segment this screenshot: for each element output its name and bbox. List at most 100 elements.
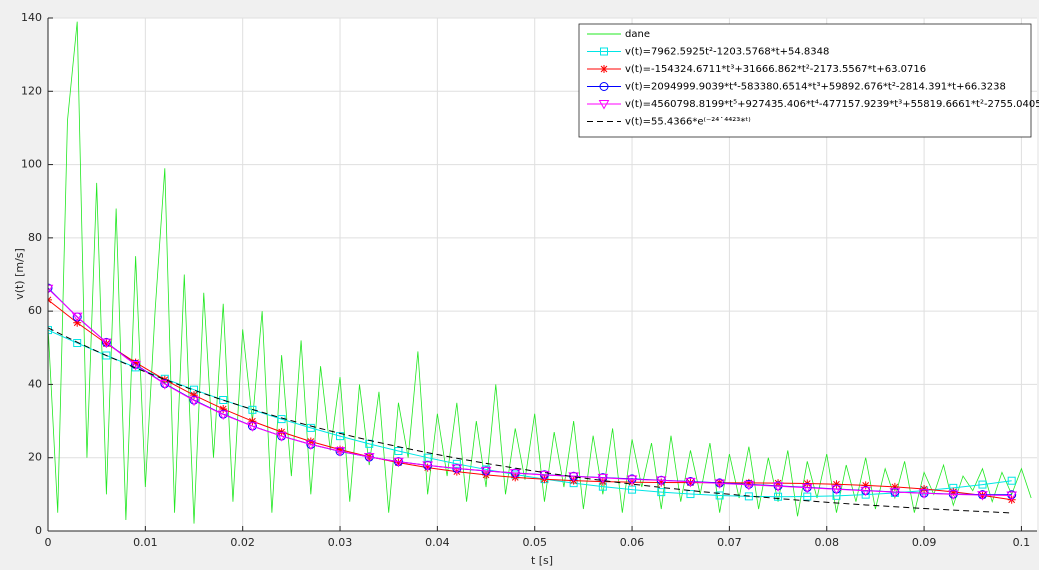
marker bbox=[480, 466, 492, 477]
series-line bbox=[48, 327, 1012, 514]
marker bbox=[190, 391, 199, 400]
x-tick-label: 0.01 bbox=[133, 536, 158, 549]
x-tick-label: 0.02 bbox=[230, 536, 255, 549]
marker bbox=[597, 473, 609, 484]
marker bbox=[774, 492, 783, 501]
marker bbox=[131, 358, 140, 367]
marker bbox=[832, 480, 841, 489]
marker bbox=[685, 477, 696, 488]
x-tick-label: 0.1 bbox=[1013, 536, 1031, 549]
marker bbox=[509, 469, 521, 479]
marker bbox=[102, 339, 111, 348]
marker bbox=[1006, 491, 1018, 501]
marker bbox=[832, 491, 841, 500]
marker bbox=[248, 405, 257, 414]
y-tick-label: 80 bbox=[28, 231, 42, 244]
legend-label: v(t)=-154324.6711*t³+31666.862*t²-2173.5… bbox=[625, 64, 926, 75]
legend-label: dane bbox=[625, 29, 650, 40]
series-line bbox=[48, 299, 1012, 501]
y-tick-label: 0 bbox=[35, 524, 42, 537]
marker bbox=[306, 423, 315, 432]
marker bbox=[73, 339, 82, 348]
marker bbox=[451, 464, 463, 474]
marker bbox=[626, 475, 638, 485]
marker bbox=[334, 447, 346, 457]
series-line bbox=[48, 288, 1012, 496]
marker bbox=[628, 478, 637, 487]
marker bbox=[363, 452, 375, 463]
marker bbox=[188, 396, 200, 407]
marker bbox=[772, 482, 784, 492]
legend: dane v(t)=7962.5925t²-1203.5768*t+54.8348… bbox=[578, 23, 1039, 138]
marker bbox=[276, 432, 287, 442]
legend-label: v(t)=7962.5925t²-1203.5768*t+54.8348 bbox=[625, 47, 829, 58]
legend-label: v(t)=2094999.9039*t⁴-583380.6514*t³+5989… bbox=[625, 82, 1006, 93]
x-tick-label: 0 bbox=[45, 536, 52, 549]
marker bbox=[600, 65, 608, 73]
series-line bbox=[48, 21, 1032, 524]
legend-label: v(t)=4560798.8199*t⁵+927435.406*t⁴-47715… bbox=[625, 99, 1039, 110]
marker bbox=[599, 82, 609, 91]
marker bbox=[394, 447, 403, 456]
marker bbox=[918, 489, 930, 499]
y-tick-label: 100 bbox=[21, 158, 42, 171]
x-tick-label: 0.09 bbox=[912, 536, 937, 549]
marker bbox=[657, 488, 666, 497]
x-tick-label: 0.06 bbox=[620, 536, 645, 549]
legend-box bbox=[578, 23, 1032, 138]
marker bbox=[1007, 476, 1016, 485]
marker bbox=[831, 485, 842, 495]
marker bbox=[219, 396, 228, 405]
marker bbox=[600, 47, 608, 56]
x-axis-label: t [s] bbox=[531, 554, 553, 567]
marker bbox=[861, 481, 870, 490]
marker bbox=[686, 478, 695, 487]
marker bbox=[336, 432, 345, 441]
y-tick-label: 140 bbox=[21, 11, 42, 24]
marker bbox=[422, 461, 433, 471]
marker bbox=[71, 312, 83, 323]
x-tick-label: 0.03 bbox=[328, 536, 353, 549]
x-tick-label: 0.07 bbox=[717, 536, 742, 549]
marker bbox=[714, 479, 726, 489]
marker bbox=[102, 351, 111, 360]
marker bbox=[452, 467, 461, 476]
x-tick-label: 0.05 bbox=[522, 536, 547, 549]
marker bbox=[73, 318, 82, 327]
marker bbox=[744, 478, 753, 487]
marker bbox=[655, 476, 667, 486]
x-tick-label: 0.04 bbox=[425, 536, 450, 549]
marker bbox=[101, 338, 112, 349]
legend-label: v(t)=55.4366*e⁽⁻²⁴˙⁴⁴²³*ᵗ⁾ bbox=[625, 117, 751, 128]
marker bbox=[130, 361, 141, 371]
marker bbox=[247, 422, 258, 432]
marker bbox=[217, 410, 229, 420]
marker bbox=[801, 483, 813, 494]
marker bbox=[219, 404, 228, 413]
marker bbox=[978, 480, 987, 489]
marker bbox=[539, 470, 550, 481]
y-tick-label: 60 bbox=[28, 304, 42, 317]
marker bbox=[305, 440, 317, 451]
y-tick-label: 120 bbox=[21, 84, 42, 97]
axes: 0 20 40 60 80 100 120 140 0 0.01 0.02 0.03 0.04 0.05 0… bbox=[21, 11, 1037, 549]
marker bbox=[744, 492, 753, 501]
marker bbox=[743, 480, 755, 491]
y-tick-label: 40 bbox=[28, 377, 42, 390]
marker bbox=[452, 459, 461, 468]
plot bbox=[48, 21, 1032, 524]
marker bbox=[715, 491, 724, 500]
marker bbox=[949, 487, 958, 496]
y-tick-label: 20 bbox=[28, 451, 42, 464]
marker bbox=[423, 463, 432, 472]
marker bbox=[598, 100, 610, 110]
marker bbox=[947, 490, 959, 500]
marker bbox=[860, 486, 872, 497]
marker bbox=[159, 380, 171, 390]
marker bbox=[393, 457, 404, 468]
marker bbox=[48, 283, 53, 293]
marker bbox=[686, 490, 695, 499]
marker bbox=[889, 488, 901, 498]
